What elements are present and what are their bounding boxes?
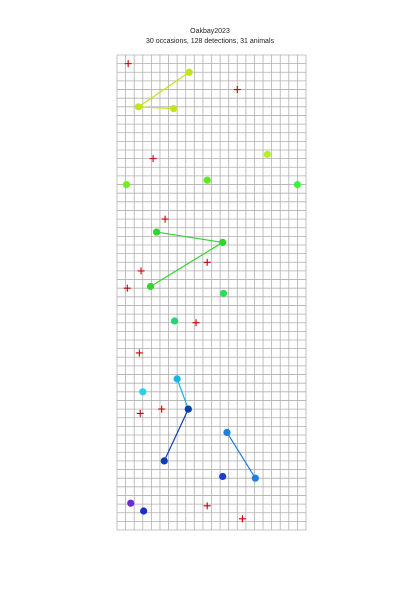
trap-marker <box>238 515 246 523</box>
grid <box>116 54 307 531</box>
detection-point <box>122 180 131 189</box>
detection-point <box>293 180 302 189</box>
detection-point <box>152 228 161 236</box>
detection-point <box>134 103 143 111</box>
trap-marker <box>135 349 143 357</box>
animal-tracks <box>136 71 256 479</box>
detection-point <box>219 289 228 297</box>
trap-marker <box>161 215 169 223</box>
detection-point <box>170 104 178 113</box>
detection-point <box>263 150 271 158</box>
trap-marker <box>203 502 211 510</box>
detection-point <box>140 507 148 515</box>
detections <box>122 68 302 515</box>
trap-marker <box>192 319 200 327</box>
detection-point <box>203 176 211 184</box>
detection-point <box>127 499 135 507</box>
chart-title: Oakbay2023 <box>190 28 230 35</box>
detection-point <box>223 428 231 437</box>
detection-point <box>184 405 192 413</box>
trap-marker <box>203 258 211 266</box>
detection-point <box>139 388 147 396</box>
trap-marker <box>124 60 132 68</box>
detection-point <box>185 68 193 76</box>
trap-marker <box>158 405 166 413</box>
detection-point <box>219 472 227 481</box>
detection-point <box>170 317 179 325</box>
detection-point <box>219 238 227 247</box>
animal-track-line <box>136 71 190 110</box>
detection-point <box>146 282 155 291</box>
animal-track-line <box>163 408 189 462</box>
animal-track-line <box>226 432 256 479</box>
trap-marker <box>233 86 241 94</box>
traps <box>123 60 246 523</box>
trap-marker <box>137 267 145 275</box>
detection-point <box>160 457 168 465</box>
trap-marker <box>149 155 157 163</box>
animal-track-line <box>176 378 189 410</box>
detection-point <box>251 474 259 482</box>
chart-subtitle: 30 occasions, 128 detections, 31 animals <box>146 38 275 45</box>
trap-marker <box>136 409 144 417</box>
trap-marker <box>123 284 131 292</box>
detection-point <box>173 375 181 383</box>
